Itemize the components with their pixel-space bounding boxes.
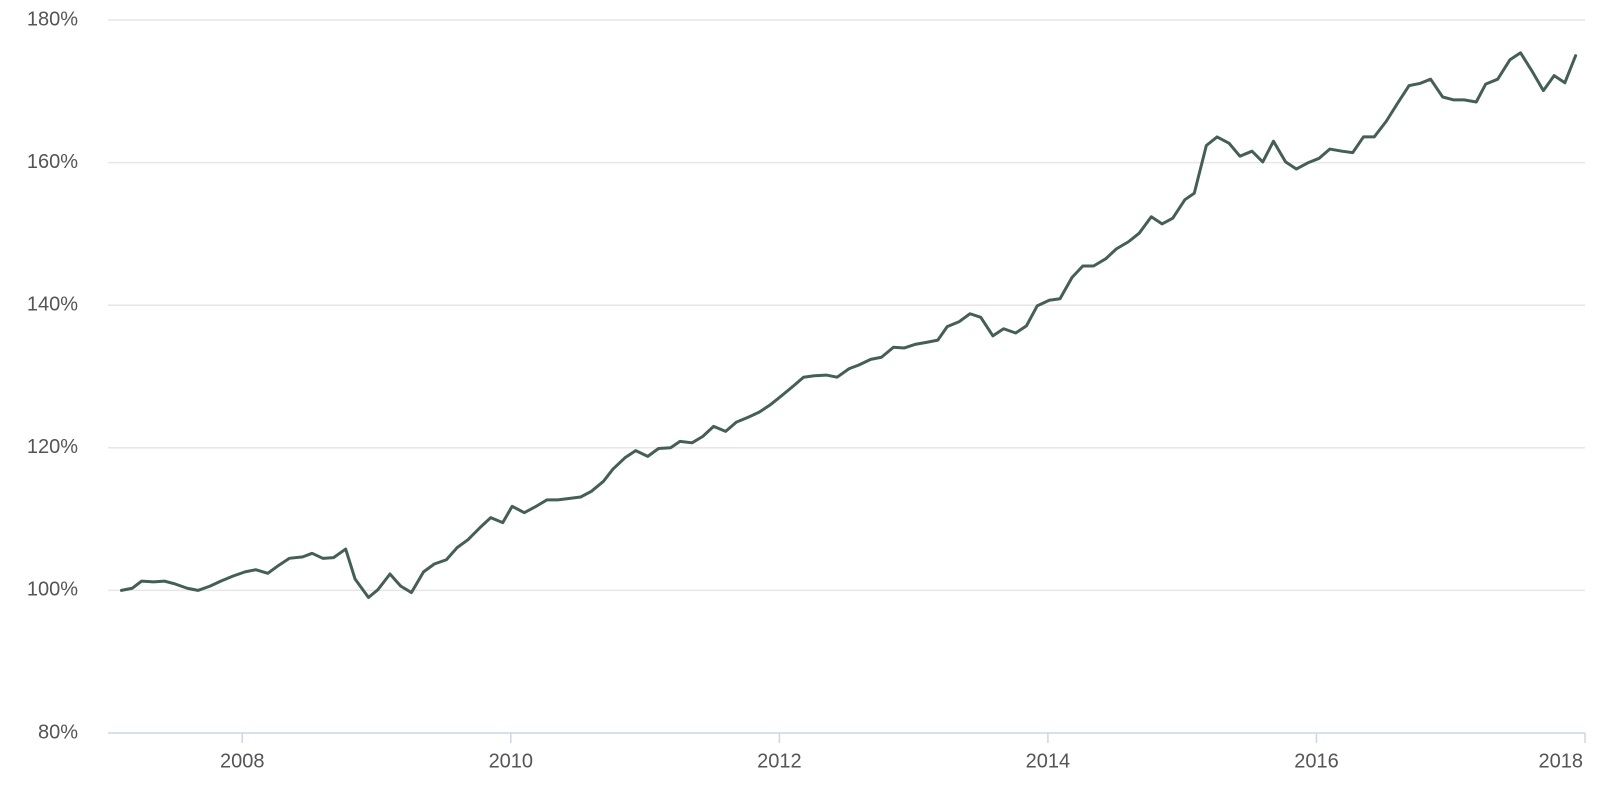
y-tick-label: 180% bbox=[27, 8, 78, 30]
x-tick-label: 2018 bbox=[1539, 750, 1584, 772]
x-tick-label: 2014 bbox=[1026, 750, 1071, 772]
y-tick-label: 80% bbox=[38, 721, 78, 743]
x-tick-label: 2008 bbox=[220, 750, 265, 772]
y-tick-label: 100% bbox=[27, 579, 78, 601]
x-tick-label: 2010 bbox=[489, 750, 534, 772]
y-tick-label: 160% bbox=[27, 151, 78, 173]
data-line bbox=[119, 51, 1578, 600]
x-tick-label: 2016 bbox=[1294, 750, 1339, 772]
y-tick-label: 120% bbox=[27, 436, 78, 458]
y-tick-label: 140% bbox=[27, 293, 78, 315]
x-tick-label: 2012 bbox=[757, 750, 802, 772]
